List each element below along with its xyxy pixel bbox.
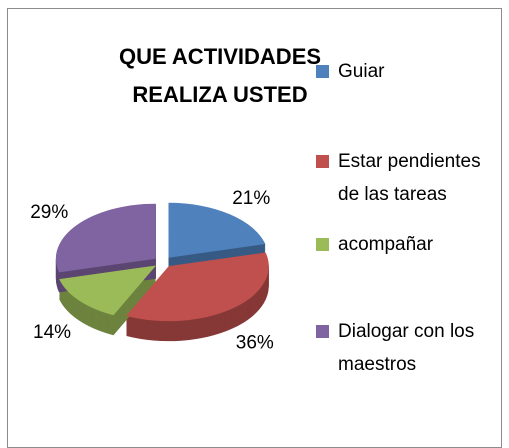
pie-slice [59,265,157,316]
legend-label: Estar pendientes de las tareas [338,151,481,205]
legend-swatch [316,155,329,168]
legend-entry: Guiar [316,55,496,88]
chart-title: QUE ACTIVIDADES REALIZA USTED [118,44,322,107]
legend-entry: Dialogar con los maestros [316,315,496,381]
data-label: 29% [30,202,68,223]
pie-area: 21% 36% 14% 29% [30,188,274,353]
legend-label: acompañar [338,234,434,255]
pie-slice [126,252,269,322]
legend-swatch [316,65,329,78]
data-label: 21% [232,188,270,209]
legend-label: Dialogar con los maestros [338,321,475,375]
data-label: 14% [33,322,71,343]
legend-entry: Estar pendientes de las tareas [316,145,496,211]
legend-swatch [316,325,329,338]
data-label: 36% [236,332,274,353]
legend-label: Guiar [338,61,385,82]
pie-slice [168,202,266,258]
legend-swatch [316,238,329,251]
chart: 21% 36% 14% 29% QUE ACTIVIDADES REALIZA UST… [7,8,502,448]
pie-slice [55,203,156,273]
legend-entry: acompañar [316,228,496,261]
